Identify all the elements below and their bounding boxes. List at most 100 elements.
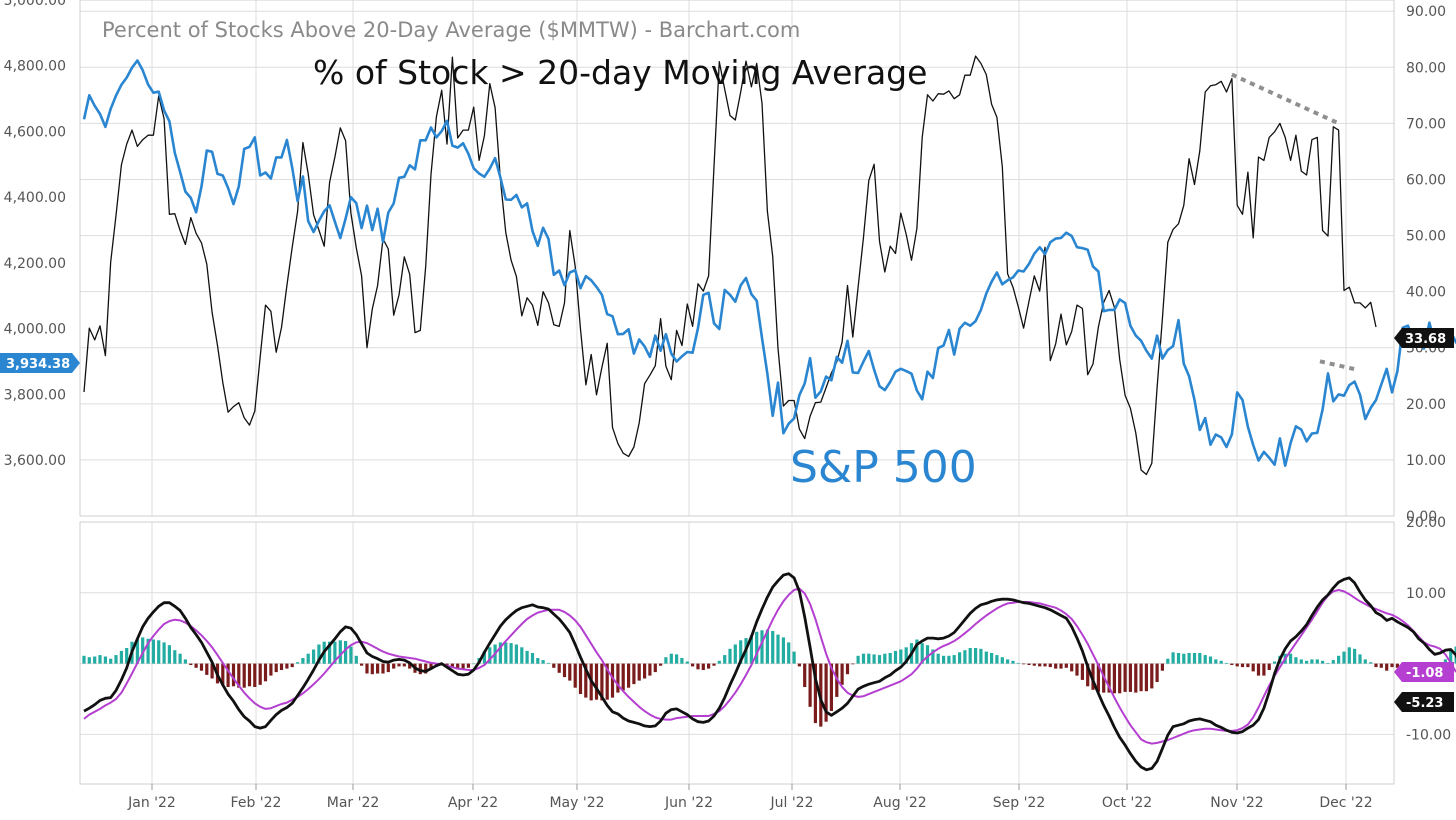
histogram-bar	[771, 631, 775, 664]
signal-badge-shape	[1394, 662, 1454, 682]
x-tick-label: Jul '22	[769, 795, 813, 811]
x-tick-label: Oct '22	[1102, 795, 1152, 811]
histogram-bar	[1112, 663, 1116, 694]
histogram-bar	[178, 653, 182, 664]
histogram-bar	[845, 663, 850, 675]
histogram-bar	[1331, 660, 1335, 664]
histogram-bar	[899, 649, 903, 664]
x-tick-label: Feb '22	[231, 795, 282, 811]
spx-badge-shape	[0, 353, 80, 373]
histogram-bar	[1358, 654, 1362, 664]
histogram-bar	[1075, 663, 1079, 676]
histogram-bar	[781, 637, 785, 664]
histogram-bar	[893, 650, 898, 664]
histogram-bar	[290, 663, 294, 668]
histogram-bar	[1369, 662, 1373, 664]
histogram-bar	[98, 655, 102, 664]
histogram-bar	[621, 663, 625, 691]
histogram-bar	[103, 656, 107, 664]
histogram-bar	[285, 663, 289, 669]
x-tick-label: Mar '22	[327, 795, 380, 811]
top-panel-gridlines	[80, 10, 1394, 461]
right-axis-bottom: 20.00 10.00 -10.00	[1406, 515, 1451, 743]
histogram-bar	[1192, 653, 1197, 664]
right-axis-tick-label: 0.00	[1406, 509, 1437, 525]
histogram-bar	[274, 663, 278, 673]
histogram-bar	[637, 663, 641, 681]
histogram-bar	[546, 662, 551, 664]
histogram-bar	[883, 653, 887, 664]
histogram-bar	[1139, 663, 1143, 692]
histogram-bar	[723, 655, 727, 664]
histogram-bar	[392, 663, 396, 669]
histogram-bar	[712, 663, 716, 666]
histogram-bar	[1166, 658, 1170, 664]
histogram-bar	[296, 662, 300, 664]
signal-last-value-badge: -1.08	[1394, 662, 1454, 682]
bottom-axis-tick-label: 10.00	[1406, 586, 1446, 602]
histogram-bar	[685, 661, 689, 664]
histogram-bar	[328, 641, 332, 664]
histogram-bar	[418, 663, 422, 675]
histogram-bar	[482, 650, 486, 664]
chart-title: Percent of Stocks Above 20-Day Average (…	[102, 18, 800, 42]
histogram-bar	[146, 638, 150, 664]
spx-trendline	[1319, 359, 1358, 372]
month-gridlines	[151, 0, 1347, 784]
histogram-bar	[755, 631, 759, 664]
histogram-bar	[1059, 663, 1063, 669]
histogram-bar	[803, 663, 807, 687]
histogram-bar	[504, 642, 508, 664]
histogram-bar	[995, 655, 999, 664]
left-axis-tick-label: 5,000.00	[4, 0, 66, 9]
histogram-bar	[787, 642, 791, 664]
spx-line	[82, 59, 1456, 468]
histogram-bar	[456, 663, 460, 670]
histogram-bar	[760, 630, 764, 664]
histogram-bar	[557, 663, 561, 673]
bottom-panel-gridlines	[80, 521, 1394, 735]
histogram-bar	[861, 653, 866, 664]
histogram-bar	[552, 663, 556, 668]
histogram-bar	[509, 643, 513, 664]
histogram-bar	[194, 663, 198, 668]
histogram-bar	[1326, 662, 1330, 664]
histogram-bar	[520, 647, 524, 664]
histogram-bar	[776, 634, 780, 664]
x-tick-label: Jun '22	[664, 795, 713, 811]
histogram-bar	[306, 653, 310, 664]
histogram-bar	[87, 657, 91, 664]
histogram-bar	[333, 641, 337, 664]
histogram-bar	[397, 663, 401, 667]
histogram-bar	[653, 663, 657, 673]
histogram-bar	[872, 654, 876, 664]
histogram-bar	[765, 629, 769, 664]
bottom-axis-tick-label: 20.00	[1406, 515, 1446, 531]
x-tick-label: Nov '22	[1210, 795, 1263, 811]
histogram-bar	[792, 651, 796, 664]
histogram-bar	[610, 663, 615, 698]
histogram-bar	[1086, 663, 1090, 687]
chart-annotation: % of Stock > 20-day Moving Average	[313, 53, 927, 92]
right-axis-tick-label: 60.00	[1406, 172, 1446, 188]
histogram-bar	[1235, 663, 1239, 667]
histogram-bar	[317, 644, 321, 664]
histogram-bar	[1118, 663, 1122, 694]
histogram-bar	[958, 652, 962, 664]
histogram-bar	[1390, 663, 1394, 668]
histogram-bar	[242, 663, 246, 688]
histogram-bar	[739, 640, 743, 664]
spx-badge-text: 3,934.38	[6, 357, 70, 372]
histogram-bar	[1395, 663, 1399, 668]
histogram-bar	[797, 663, 801, 667]
histogram-bar	[1150, 663, 1154, 689]
left-axis-tick-label: 4,000.00	[4, 322, 66, 338]
histogram-bar	[231, 663, 236, 687]
histogram-bar	[536, 658, 540, 664]
histogram-bar	[349, 646, 353, 664]
histogram-bar	[1374, 663, 1378, 668]
histogram-bar	[568, 663, 572, 681]
histogram-bar	[920, 643, 924, 664]
histogram-bar	[562, 663, 567, 678]
